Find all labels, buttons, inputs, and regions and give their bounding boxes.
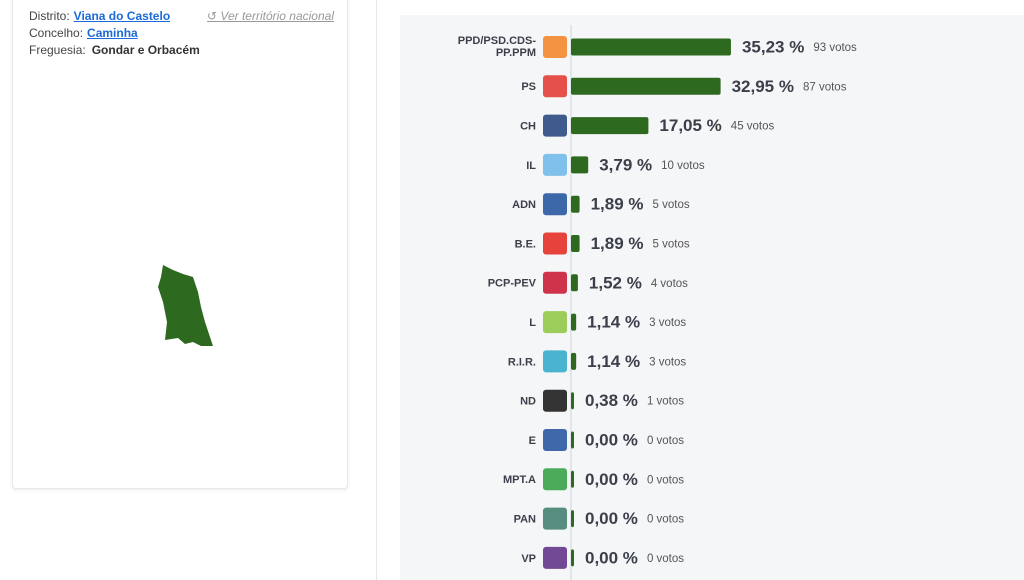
party-label: VP (521, 553, 536, 565)
bar (571, 470, 574, 488)
party-label: PPD/PSD.CDS-PP.PPM (458, 35, 537, 59)
percent-label: 32,95 % (732, 77, 794, 96)
party-logo (543, 389, 567, 412)
bar (571, 235, 580, 252)
votes-label: 0 votos (647, 553, 684, 565)
bar (571, 156, 589, 174)
parish-label: Freguesia: (29, 43, 86, 57)
parish-row: Freguesia: Gondar e Orbacém (29, 43, 200, 57)
votes-label: 0 votos (647, 474, 684, 486)
votes-label: 87 votos (803, 81, 847, 93)
votes-label: 5 votos (653, 239, 690, 251)
party-label: IL (526, 160, 536, 172)
party-logo (543, 193, 567, 216)
percent-label: 1,89 % (591, 234, 644, 253)
percent-label: 1,14 % (587, 313, 640, 332)
party-logo (543, 75, 567, 98)
votes-label: 4 votos (651, 278, 688, 290)
votes-label: 0 votos (647, 435, 684, 447)
party-logo (543, 36, 567, 58)
divider (376, 0, 377, 580)
council-label: Concelho: (29, 26, 84, 40)
party-logo (543, 153, 567, 176)
party-label: PS (521, 81, 536, 93)
percent-label: 1,52 % (589, 273, 642, 292)
bar (571, 352, 577, 370)
votes-label: 5 votos (653, 199, 690, 211)
percent-label: 0,00 % (585, 470, 638, 489)
council-row: Concelho: Caminha (29, 26, 138, 40)
district-label: Distrito: (29, 9, 70, 23)
national-link-text[interactable]: Ver território nacional (220, 9, 334, 23)
party-logo (543, 311, 567, 334)
percent-label: 3,79 % (599, 155, 652, 174)
votes-label: 0 votos (647, 514, 684, 526)
bar (571, 117, 649, 135)
percent-label: 0,00 % (585, 509, 638, 528)
national-link[interactable]: ↺ Ver território nacional (207, 9, 334, 23)
parish-map (158, 265, 213, 346)
party-label: ADN (512, 199, 536, 211)
bar (571, 195, 580, 213)
bar (571, 313, 577, 331)
percent-label: 1,89 % (591, 195, 644, 214)
votes-label: 3 votos (649, 317, 686, 329)
percent-label: 35,23 % (742, 37, 804, 56)
party-label: PCP-PEV (488, 278, 537, 290)
party-logo (543, 468, 567, 491)
parish-name: Gondar e Orbacém (91, 43, 200, 57)
bar (571, 38, 731, 56)
party-label: L (529, 317, 536, 329)
percent-label: 0,00 % (585, 430, 638, 449)
party-logo (543, 546, 567, 569)
party-label: R.I.R. (508, 356, 536, 368)
chart-background (400, 15, 1024, 580)
bar (571, 431, 574, 449)
party-logo (543, 114, 567, 137)
parish-shape (158, 265, 213, 346)
district-row: Distrito: Viana do Castelo (29, 9, 170, 23)
votes-label: 45 votos (731, 121, 775, 133)
votes-label: 10 votos (661, 160, 705, 172)
percent-label: 0,38 % (585, 391, 638, 410)
party-label: ND (520, 396, 536, 408)
results-chart: PPD/PSD.CDS-PP.PPM 35,23 % 93 votos PS 32,95… (400, 15, 1024, 580)
party-label: MPT.A (503, 474, 536, 486)
bar (571, 392, 574, 410)
bar (571, 274, 578, 292)
district-link[interactable]: Viana do Castelo (73, 9, 171, 23)
bar (571, 510, 574, 528)
party-logo (543, 429, 567, 451)
party-label: CH (520, 121, 536, 133)
party-label: B.E. (515, 238, 536, 250)
percent-label: 17,05 % (659, 116, 721, 135)
party-logo (543, 271, 567, 294)
party-label: E (529, 435, 536, 447)
bar (571, 77, 721, 95)
votes-label: 1 votos (647, 396, 684, 408)
party-logo (543, 232, 567, 255)
council-link[interactable]: Caminha (87, 26, 138, 40)
percent-label: 1,14 % (587, 352, 640, 371)
location-card: Distrito: Viana do Castelo Concelho: Camin… (12, 0, 348, 489)
party-logo (543, 507, 567, 530)
percent-label: 0,00 % (585, 548, 638, 567)
party-logo (543, 350, 567, 373)
party-label: PAN (514, 514, 536, 526)
votes-label: 93 votos (813, 42, 857, 54)
votes-label: 3 votos (649, 356, 686, 368)
bar (571, 549, 574, 567)
